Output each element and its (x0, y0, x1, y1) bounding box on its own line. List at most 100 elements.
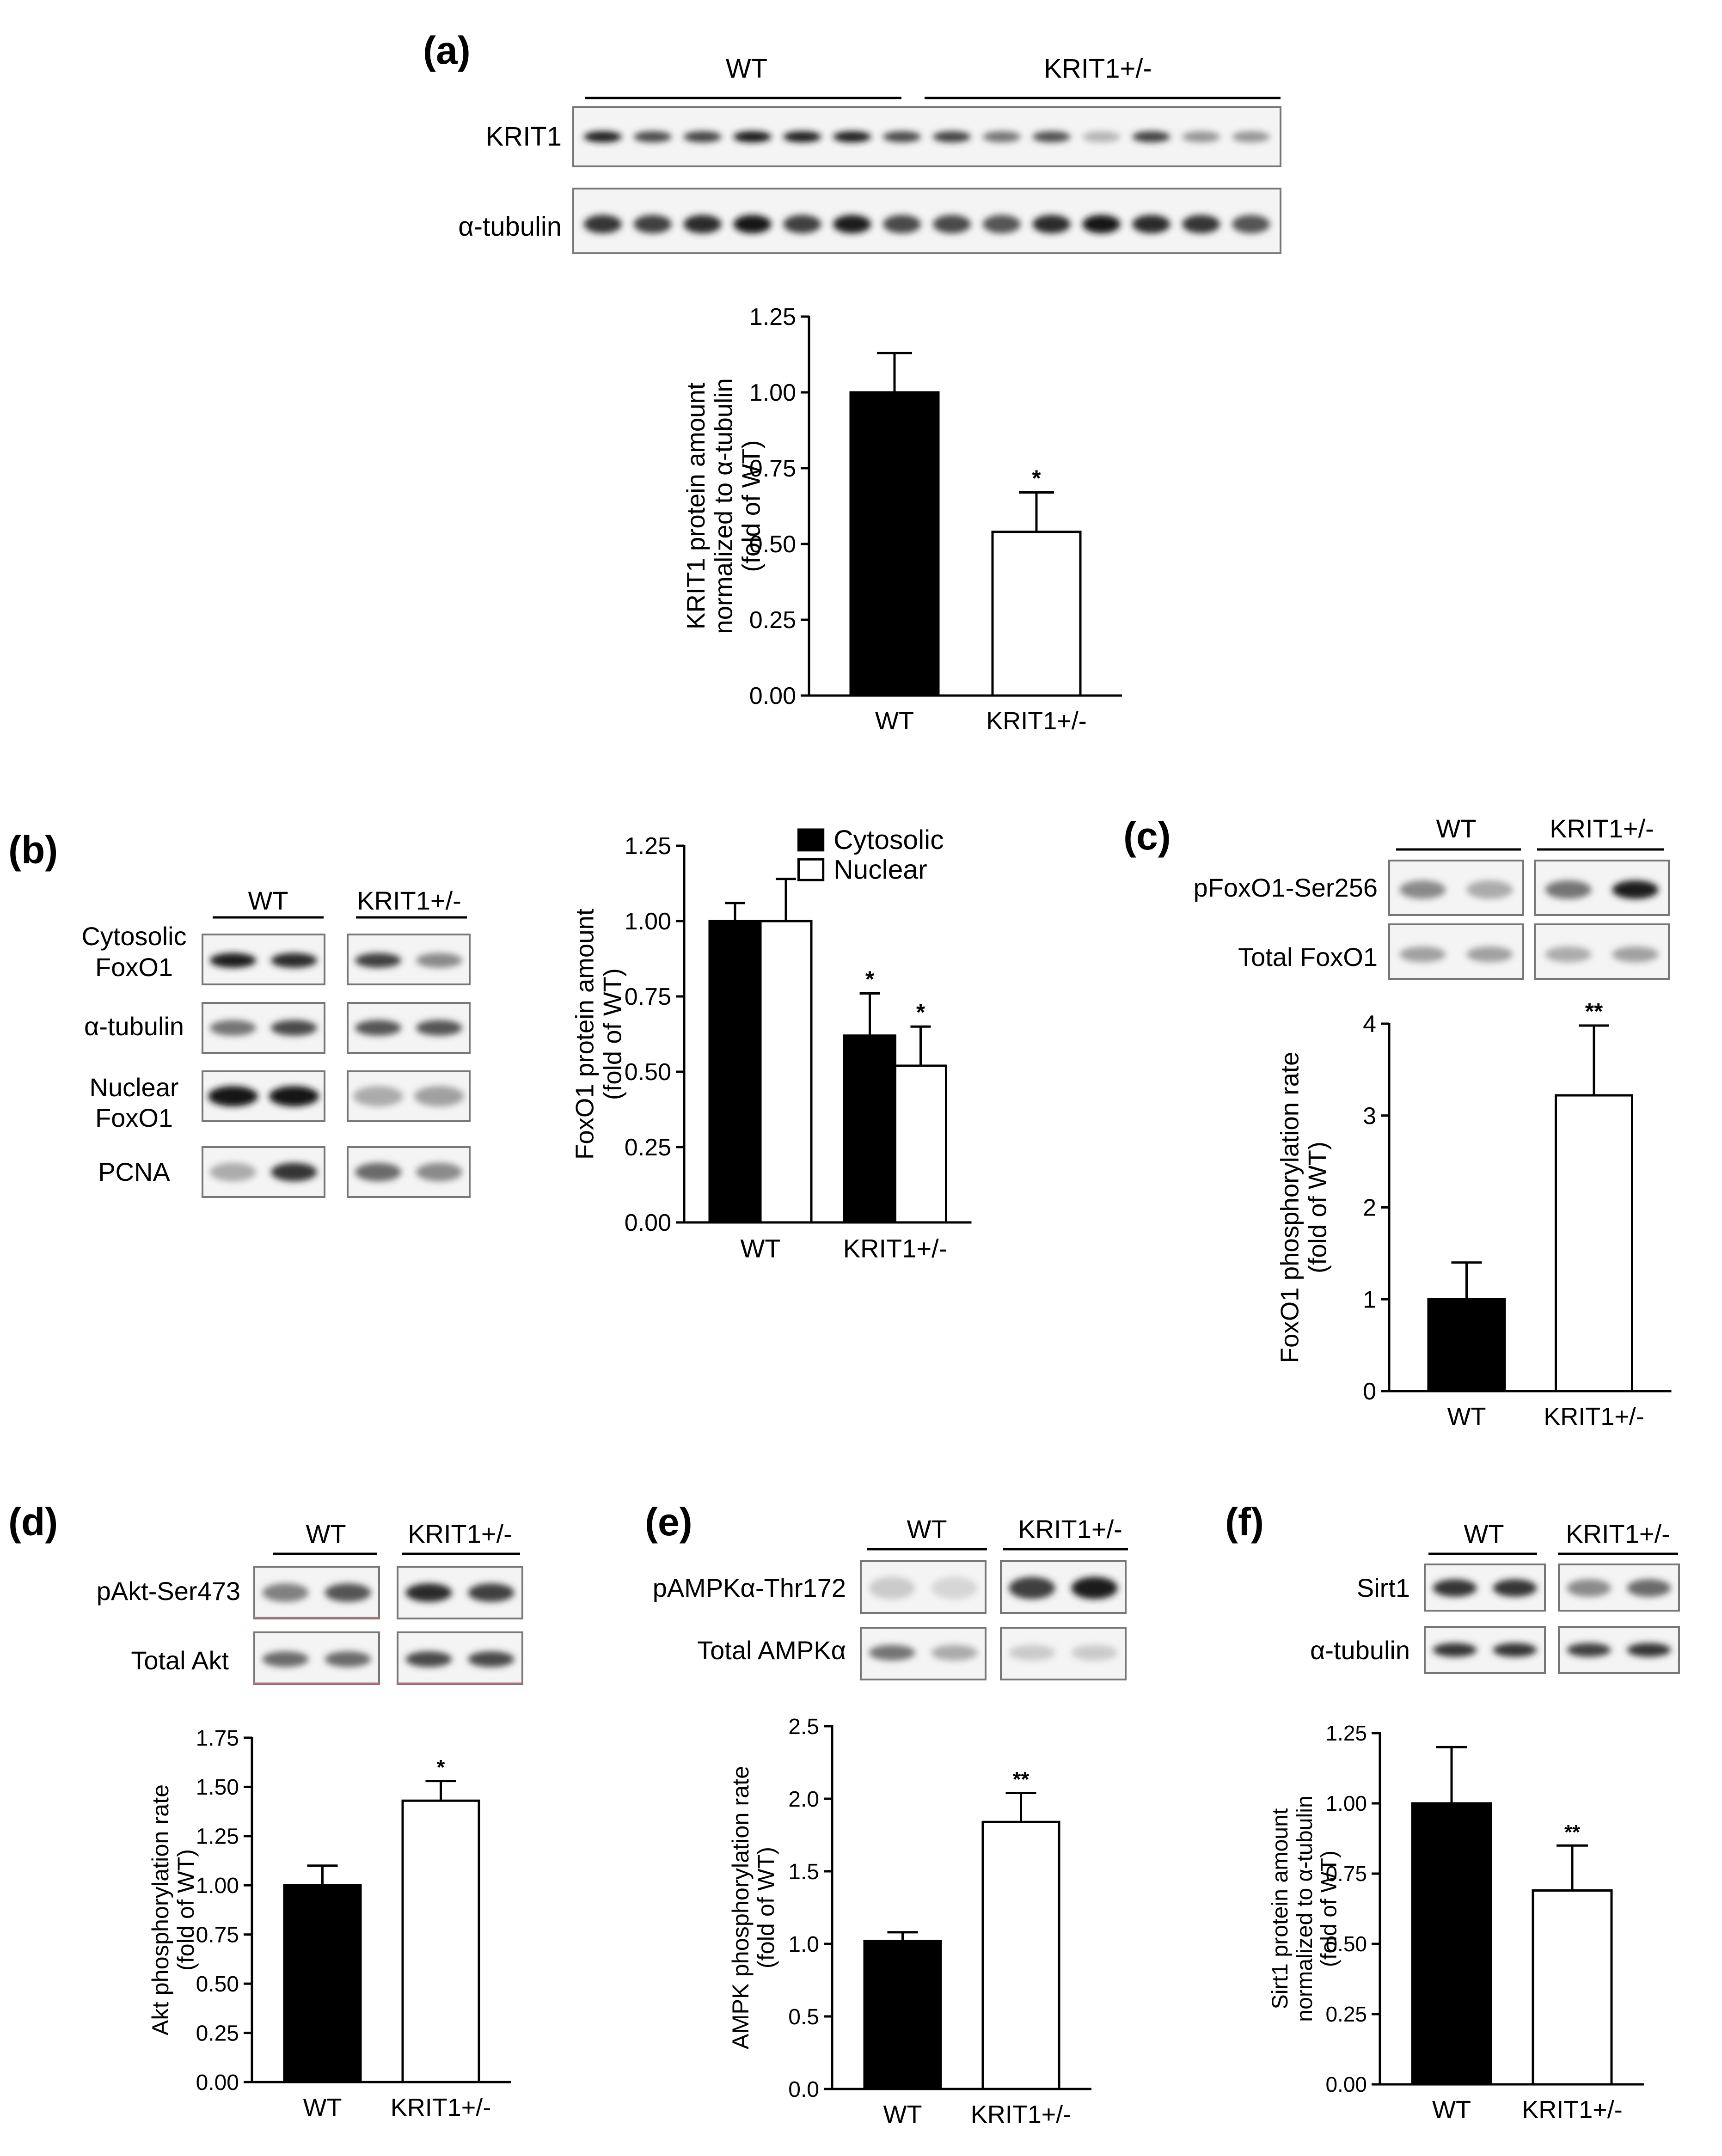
y-axis-label: FoxO1 protein amount (571, 909, 599, 1160)
blot-band (1232, 131, 1270, 142)
blot-band (468, 1651, 515, 1667)
panel-label: (f) (1225, 1500, 1264, 1544)
y-tick-label: 0.0 (788, 2077, 819, 2102)
blot-row-pampk-thr172: pAMPKα-Thr172 (653, 1560, 1127, 1614)
y-tick-label: 0.00 (749, 683, 796, 709)
blot-band (1009, 1577, 1055, 1599)
blot-band (833, 215, 871, 233)
y-tick-label: 0 (1363, 1378, 1376, 1405)
blot-band (1493, 1643, 1537, 1657)
blot-band (416, 1163, 462, 1181)
blot-band (733, 215, 772, 233)
blot-band (683, 131, 722, 142)
y-tick-label: 1.75 (196, 1726, 239, 1751)
panel-c: (c) WT KRIT1+/- pFoxO1-Ser256 Total FoxO… (1123, 814, 1672, 1430)
blot-row-sirt1: Sirt1 (1357, 1564, 1680, 1612)
blot-row-alpha-tubulin: α-tubulin (458, 188, 1281, 254)
blot-label-line-1: α-tubulin (84, 1012, 184, 1041)
blot-row-cytosolic-foxo1: Cytosolic FoxO1 (81, 922, 471, 985)
y-tick-label: 0.25 (749, 607, 796, 634)
group-header-wt: WT (1396, 814, 1521, 851)
y-tick-label: 0.75 (196, 1923, 239, 1948)
blot-band (325, 1651, 371, 1667)
group-header-krit1: KRIT1+/- (925, 54, 1281, 99)
legend-label: Cytosolic (833, 825, 944, 855)
blot-band (271, 953, 317, 968)
blot-band (355, 1020, 401, 1036)
blot-band (416, 953, 462, 968)
bar (1555, 1094, 1633, 1393)
y-tick-label: 1.25 (196, 1825, 239, 1849)
blot-band (583, 131, 622, 142)
blot-band (405, 1651, 452, 1667)
group-label: WT (1436, 814, 1476, 843)
significance-marker: * (437, 1756, 445, 1779)
panel-e: (e) WT KRIT1+/- pAMPKα-Thr172 Total AMPK… (645, 1500, 1128, 2128)
group-header-krit1: KRIT1+/- (1003, 1515, 1128, 1551)
y-tick-label: 1.00 (625, 908, 671, 935)
blot-label: Total FoxO1 (1238, 942, 1378, 971)
bar (849, 391, 940, 697)
blot-label: α-tubulin (458, 212, 562, 242)
x-tick-label: KRIT1+/- (391, 2094, 491, 2121)
group-header-krit1: KRIT1+/- (1558, 1519, 1678, 1555)
blot-label: Sirt1 (1357, 1573, 1410, 1602)
blot-band (1009, 1645, 1055, 1661)
bar (981, 1820, 1060, 2090)
blot-band (468, 1583, 515, 1602)
x-tick-label: WT (1432, 2096, 1471, 2124)
x-tick-label: WT (875, 707, 914, 735)
blot-band (883, 131, 921, 142)
y-tick-label: 0.75 (1325, 1862, 1367, 1886)
bar (894, 1064, 947, 1224)
group-label: WT (907, 1515, 947, 1544)
blot-band (1132, 131, 1170, 142)
blot-band (931, 1577, 978, 1599)
y-axis-label: normalized to α-tubulin (1292, 1796, 1317, 2022)
group-label: WT (248, 886, 288, 915)
bar (401, 1799, 480, 2083)
blot-band (883, 215, 921, 233)
blot-row-total-ampk: Total AMPKα (697, 1627, 1127, 1680)
y-tick-label: 1.25 (1325, 1721, 1367, 1745)
group-label: KRIT1+/- (1566, 1519, 1670, 1548)
y-axis-label: normalized to α-tubulin (710, 378, 738, 634)
blot-band (932, 131, 971, 142)
blot-band (414, 1086, 464, 1106)
significance-marker: ** (1013, 1767, 1030, 1791)
blot-band (869, 1645, 915, 1661)
y-tick-label: 0.50 (196, 1972, 239, 1997)
blot-band (271, 1163, 317, 1181)
panel-b: (b) WT KRIT1+/- Cytosolic FoxO1 α-tubuli… (8, 825, 972, 1263)
bar (708, 920, 762, 1224)
blot-band (1082, 215, 1121, 233)
chart-b: 0.00 0.25 0.50 0.75 1.00 1.25 FoxO1 protein am… (571, 825, 972, 1263)
panel-d: (d) WT KRIT1+/- pAkt-Ser473 Total Akt (8, 1500, 523, 2121)
blot-band (982, 215, 1021, 233)
group-header-krit1: KRIT1+/- (356, 886, 467, 919)
blot-band (633, 215, 672, 233)
panel-label: (d) (8, 1500, 58, 1544)
blot-band (1433, 1643, 1477, 1657)
y-tick-label: 0.25 (1325, 2002, 1367, 2026)
significance-marker: * (1032, 465, 1041, 491)
y-tick-label: 0.50 (749, 531, 796, 558)
bar (843, 1034, 896, 1224)
x-tick-label: KRIT1+/- (971, 2101, 1072, 2128)
blot-band (869, 1577, 915, 1599)
group-label: WT (1464, 1519, 1504, 1548)
blot-label: pFoxO1-Ser256 (1194, 873, 1378, 902)
blot-label-line-1: Nuclear (90, 1073, 179, 1102)
y-axis-label: Akt phosphorylation rate (147, 1784, 173, 2035)
blot-label: pAMPKα-Thr172 (653, 1573, 846, 1602)
blot-band (783, 215, 821, 233)
blot-band (1132, 215, 1170, 233)
blot-band (1567, 1643, 1611, 1657)
legend-swatch (797, 828, 825, 852)
y-tick-label: 1.50 (196, 1775, 239, 1800)
y-tick-label: 0.75 (625, 983, 671, 1010)
group-header-krit1: KRIT1+/- (1537, 814, 1664, 851)
y-tick-label: 0.25 (196, 2021, 239, 2046)
blot-band (1627, 1643, 1671, 1657)
blot-band (262, 1651, 309, 1667)
